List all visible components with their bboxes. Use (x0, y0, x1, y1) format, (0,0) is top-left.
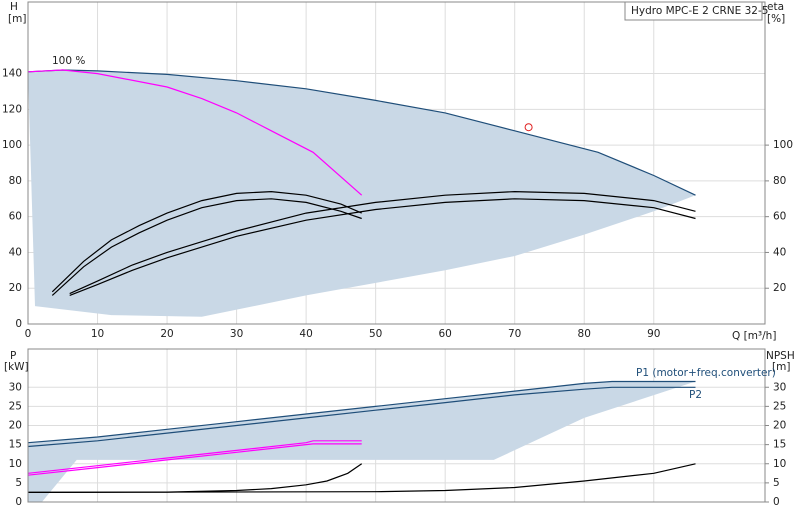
y-tick-label: 40 (9, 246, 22, 258)
series-label: P1 (motor+freq.converter) (636, 367, 776, 379)
y-tick-label: 20 (9, 420, 22, 432)
x-tick-label: 30 (230, 328, 243, 340)
y2-tick-label: 5 (773, 477, 780, 489)
x-tick-label: 20 (160, 328, 173, 340)
y2-tick-label: 30 (773, 381, 786, 393)
x-tick-label: 60 (438, 328, 451, 340)
y2-tick-label: 100 (773, 139, 793, 151)
y2-axis-unit: [m] (772, 361, 790, 373)
y2-axis-title: eta (767, 1, 784, 13)
x-axis-title: Q [m³/h] (732, 330, 776, 342)
series-label: P2 (689, 389, 702, 401)
model-box (624, 1, 763, 21)
annotation: 100 % (52, 55, 85, 67)
y2-tick-label: 15 (773, 439, 786, 451)
curve (27, 463, 696, 493)
x-tick-label: 0 (25, 328, 32, 340)
head-frame (27, 1, 766, 325)
range-area (28, 70, 696, 317)
power-plot: 0 5 10 15 20 25 30 0 5 10 15 20 25 30 (9, 349, 786, 508)
y-tick-label: 25 (9, 400, 22, 412)
y-axis-unit: [kW] (4, 361, 29, 373)
curve (27, 380, 696, 444)
y2-axis-title: NPSH (766, 350, 795, 362)
x-tick-label: 50 (369, 328, 382, 340)
curve (27, 440, 362, 474)
y-tick-label: 5 (15, 477, 22, 489)
marker (524, 123, 533, 132)
curve (51, 190, 362, 293)
y-tick-label: 0 (15, 496, 22, 508)
curve (51, 198, 362, 296)
curve (27, 69, 696, 196)
y2-axis-unit: [%] (767, 13, 785, 25)
x-tick-label: 80 (578, 328, 591, 340)
curve (27, 69, 363, 196)
y-axis-title: H (10, 1, 18, 13)
y2-tick-label: 80 (773, 175, 786, 187)
x-tick-label: 70 (508, 328, 521, 340)
curve (69, 198, 696, 296)
y2-tick-label: 0 (773, 496, 780, 508)
curve (27, 443, 362, 476)
y-axis-unit: [m] (8, 13, 26, 25)
y2-tick-label: 20 (773, 282, 786, 294)
x-tick-label: 90 (647, 328, 660, 340)
y-tick-label: 100 (2, 139, 22, 151)
curve (69, 190, 696, 295)
x-tick-label: 10 (91, 328, 104, 340)
y-tick-label: 15 (9, 439, 22, 451)
y2-tick-label: 60 (773, 211, 786, 223)
y-tick-label: 80 (9, 175, 22, 187)
y-axis-title: P (10, 350, 16, 362)
y-tick-label: 120 (2, 103, 22, 115)
curve (27, 386, 696, 448)
y-tick-label: 20 (9, 282, 22, 294)
model-label: Hydro MPC-E 2 CRNE 32-5 (631, 5, 768, 17)
y-tick-label: 30 (9, 381, 22, 393)
y2-tick-label: 20 (773, 420, 786, 432)
x-tick-label: 40 (299, 328, 312, 340)
y-tick-label: 140 (2, 68, 22, 80)
power-frame (27, 348, 766, 503)
y-tick-label: 60 (9, 211, 22, 223)
y2-tick-label: 10 (773, 458, 786, 470)
y-tick-label: 10 (9, 458, 22, 470)
range-area (28, 381, 696, 502)
y-tick-label: 0 (15, 318, 22, 330)
y2-tick-label: 40 (773, 246, 786, 258)
y2-tick-label: 25 (773, 400, 786, 412)
